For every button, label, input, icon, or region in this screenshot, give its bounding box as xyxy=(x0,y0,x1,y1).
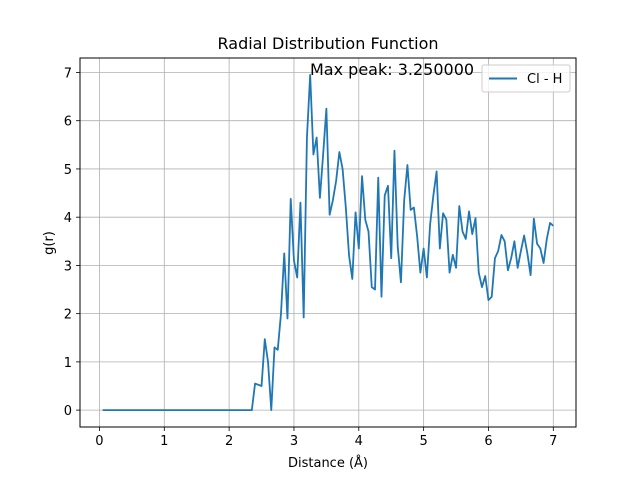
y-tick-label: 7 xyxy=(64,66,72,81)
legend: Cl - H xyxy=(481,64,571,93)
x-tick-label: 4 xyxy=(355,434,363,449)
y-tick-label: 3 xyxy=(64,259,72,274)
series-line-cl-h xyxy=(102,73,554,412)
ticks: 0 1 2 3 4 5 6 7 0 1 2 3 4 5 6 7 xyxy=(64,66,558,449)
axes-frame xyxy=(79,57,577,428)
y-tick-label: 6 xyxy=(64,115,72,130)
y-tick-label: 0 xyxy=(64,404,72,419)
x-axis-label: Distance (Å) xyxy=(288,455,368,471)
y-tick-label: 1 xyxy=(64,356,72,371)
y-tick-label: 5 xyxy=(64,163,72,178)
x-tick-label: 6 xyxy=(484,434,492,449)
y-axis-label: g(r) xyxy=(42,231,57,255)
y-tick-label: 2 xyxy=(64,308,72,323)
x-tick-label: 2 xyxy=(225,434,233,449)
x-tick-label: 0 xyxy=(95,434,103,449)
axes-border xyxy=(79,57,577,428)
max-peak-annotation: Max peak: 3.250000 xyxy=(310,60,474,79)
chart-title: Radial Distribution Function xyxy=(218,34,439,53)
x-tick-label: 3 xyxy=(290,434,298,449)
plot-area xyxy=(102,73,554,412)
y-tick-label: 4 xyxy=(64,211,72,226)
x-tick-label: 7 xyxy=(549,434,557,449)
legend-box xyxy=(481,64,571,93)
x-tick-label: 1 xyxy=(160,434,168,449)
grid xyxy=(80,58,576,427)
x-tick-label: 5 xyxy=(419,434,427,449)
legend-label: Cl - H xyxy=(527,72,562,87)
